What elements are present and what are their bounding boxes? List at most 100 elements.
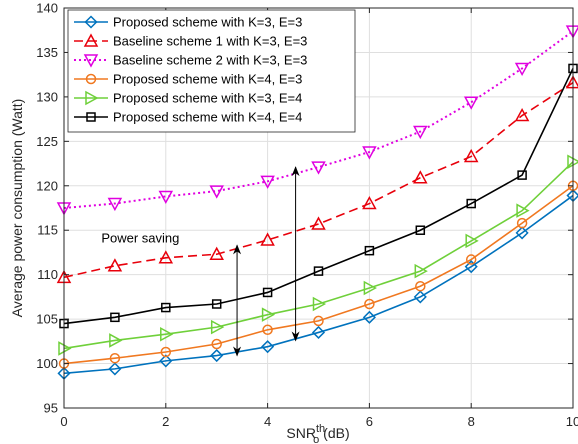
series-markers [56, 25, 578, 380]
data-point [313, 266, 324, 276]
data-point [514, 62, 530, 77]
data-point [465, 233, 479, 249]
x-axis-label-superscript: th [316, 423, 325, 435]
y-tick-label: 135 [36, 45, 58, 60]
y-tick-label: 115 [37, 223, 58, 238]
y-tick-label: 95 [44, 401, 58, 416]
data-point [415, 280, 426, 292]
y-tick-label: 120 [36, 178, 58, 193]
data-point [161, 302, 171, 313]
x-axis-label: SNRth o (dB) [286, 423, 349, 444]
data-point [363, 280, 377, 296]
x-tick-label: 2 [162, 414, 169, 429]
data-point [413, 125, 428, 140]
legend-entry: Baseline scheme 1 with K=3, E=3 [113, 34, 307, 49]
data-point [160, 346, 172, 358]
data-point [516, 217, 528, 229]
y-tick-label: 105 [36, 312, 58, 327]
series-line-5 [63, 161, 574, 350]
data-point [311, 161, 326, 175]
data-point [464, 260, 478, 274]
data-point [414, 263, 428, 279]
data-point [415, 225, 426, 235]
legend-marker [85, 90, 99, 106]
data-point [261, 340, 275, 354]
x-axis-label-unit: (dB) [319, 425, 349, 441]
legend: Proposed scheme with K=3, E=3 Baseline sc… [67, 9, 356, 133]
axis-ticks: 0 2 4 6 8 10 95 100 105 110 115 120 125 130 135 140 [36, 1, 578, 430]
x-tick-label: 0 [60, 414, 67, 429]
data-point [110, 312, 120, 323]
x-tick-label: 8 [468, 414, 475, 429]
data-point [362, 146, 377, 160]
data-point [109, 333, 123, 348]
data-point [262, 324, 273, 336]
legend-box [67, 9, 356, 133]
data-point [364, 245, 375, 256]
data-point [362, 195, 377, 210]
data-point [311, 325, 326, 340]
data-point [516, 203, 530, 218]
data-point [158, 250, 174, 264]
data-point [160, 326, 174, 342]
data-point [262, 287, 273, 298]
data-point [362, 310, 376, 324]
data-point [209, 246, 224, 260]
plot-frame [63, 7, 574, 409]
data-point [514, 107, 530, 122]
series-line-4 [63, 185, 574, 365]
x-axis-label-subscript: o [313, 434, 319, 444]
series-line-2 [63, 81, 574, 279]
data-point [413, 170, 428, 184]
data-point [209, 185, 224, 199]
data-point [413, 290, 427, 304]
legend-marker [83, 54, 99, 68]
data-point [313, 315, 324, 327]
series-line-6 [63, 68, 574, 325]
data-point [108, 362, 122, 376]
series-line-1 [63, 194, 574, 375]
data-point [211, 299, 222, 309]
data-point [210, 319, 225, 335]
y-axis-label: Average power consumption (Watt) [9, 99, 25, 318]
x-tick-label: 6 [366, 414, 373, 429]
legend-entry: Baseline scheme 2 with K=3, E=3 [113, 53, 307, 68]
data-point [463, 148, 479, 163]
series-line-3 [63, 30, 574, 209]
y-tick-label: 130 [36, 89, 58, 104]
data-point [311, 216, 326, 230]
annotations: Power saving [101, 166, 300, 357]
legend-entry: Proposed scheme with K=3, E=4 [113, 91, 302, 106]
data-point [210, 348, 224, 363]
legend-entry: Proposed scheme with K=3, E=3 [113, 15, 302, 30]
legend-marker [83, 33, 99, 47]
x-tick-label: 10 [566, 414, 578, 429]
legend-marker [84, 15, 98, 29]
data-point [515, 226, 529, 240]
data-point [211, 338, 222, 350]
annotation-power-saving: Power saving [101, 231, 179, 246]
y-tick-label: 125 [36, 134, 58, 149]
y-tick-label: 140 [36, 1, 58, 16]
data-point [109, 352, 121, 364]
y-tick-label: 100 [36, 356, 58, 371]
data-point [261, 307, 276, 322]
data-point [260, 232, 275, 246]
data-point [159, 354, 173, 368]
series-lines [63, 30, 574, 375]
x-tick-label: 4 [264, 414, 271, 429]
legend-entry: Proposed scheme with K=4, E=4 [113, 110, 302, 125]
data-point [260, 175, 275, 189]
data-point [463, 96, 479, 110]
data-point [465, 254, 477, 265]
data-point [107, 197, 123, 212]
legend-marker [85, 73, 97, 85]
data-point [312, 296, 327, 312]
data-point [517, 170, 527, 180]
legend-entry: Proposed scheme with K=4, E=3 [113, 72, 302, 87]
data-point [158, 190, 174, 205]
data-point [466, 198, 476, 209]
y-tick-label: 110 [37, 267, 58, 282]
x-axis-label-main: SNR [286, 425, 316, 441]
